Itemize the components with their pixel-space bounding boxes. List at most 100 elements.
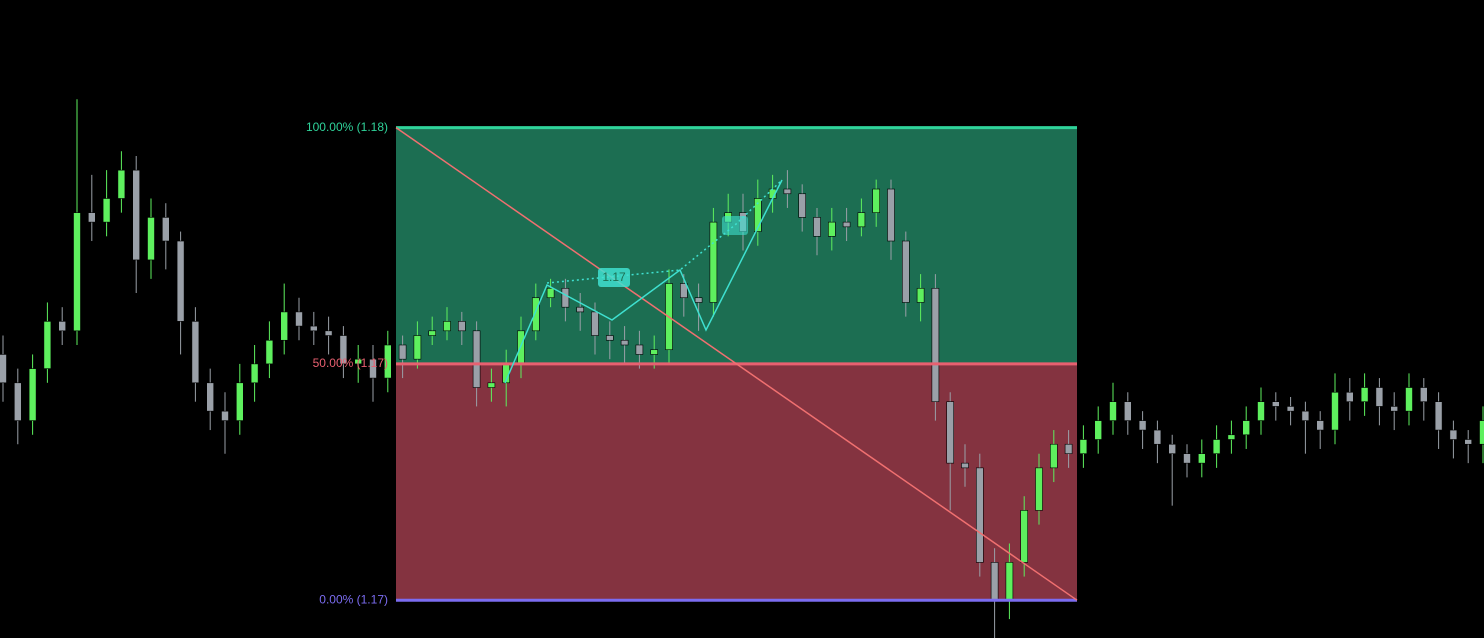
candle-body [339,335,348,365]
fib-zone-upper [396,127,1077,364]
candle-body [443,321,451,332]
candle-body [1094,420,1102,440]
candle-body [1405,387,1413,412]
candle-body [709,221,718,303]
candle-body [206,382,214,412]
fib-trend-line [395,126,1078,601]
candle-body [1242,420,1250,436]
candle-body [1257,401,1265,421]
candle-body [1420,387,1428,403]
candle-body [413,335,422,360]
candle-body [990,562,999,601]
fib-level-label: 50.00% (1.17) [313,356,388,370]
candle-body [309,325,318,332]
candle-body [1020,510,1029,563]
candle-body [531,297,540,332]
candle-body [1449,429,1458,440]
candle-body [383,344,392,379]
candle-body [132,169,140,261]
candle-body [324,330,333,336]
candle-body [887,188,895,242]
candle-body [620,339,629,346]
candle-body [1360,387,1369,403]
candle-body [457,321,466,332]
candle-body [221,410,229,421]
candle-body [827,221,836,237]
candle-body [250,363,259,384]
candle-body [487,382,496,388]
candle-body [0,354,7,384]
candle-body [561,287,570,308]
candle-body [1479,420,1484,445]
candle-body [14,382,22,421]
candle-body [58,321,67,332]
candle-body [842,221,851,228]
candle-body [813,217,821,237]
candle-body [1331,391,1339,431]
candle-body [605,335,614,341]
candle-body [1375,387,1384,407]
candle-body [43,321,52,369]
candle-body [961,462,969,469]
pattern-badge-label: 1.17 [602,270,626,284]
pattern-badge [598,268,630,287]
candle-body [236,382,244,421]
candle-body [73,212,81,332]
candle-body [1390,406,1398,412]
candle-body [191,321,200,384]
candle-body [176,240,185,322]
candle-body [117,169,126,199]
candle-body [1198,453,1206,464]
candle-body [1434,401,1443,431]
candle-body [591,311,599,336]
candle-body [650,349,659,355]
candle-body [694,297,703,303]
candle-body [398,344,407,360]
candle-body [916,287,925,303]
candle-body [1272,401,1280,407]
candle-body [1079,439,1088,454]
candle-body [931,287,940,403]
candle-body [102,198,111,223]
candle-body [946,401,955,464]
fib-level-label: 0.00% (1.17) [319,592,388,606]
candle-body [88,212,96,223]
candle-body [1301,410,1310,421]
candle-body [635,344,644,355]
candle-body [428,330,437,336]
candle-body [1064,443,1073,454]
candle-body [546,287,555,299]
candle-body [369,358,377,379]
candle-body [1227,434,1236,440]
candle-body [280,311,289,341]
candle-body [28,368,37,421]
fib-zone-lower [396,363,1077,601]
candle-body [798,193,807,218]
candle-body [975,467,984,563]
candle-body [753,198,762,232]
candle-body [576,306,585,313]
candle-body [1153,429,1162,445]
fib-level-label: 100.00% (1.18) [306,120,388,134]
candle-body [1212,439,1221,454]
candle-body [1183,453,1191,464]
candle-body [901,240,910,303]
pattern-badge-small [722,216,748,235]
candle-body [872,188,881,213]
candle-body [1050,443,1058,469]
candle-body [162,217,170,242]
candle-body [1316,420,1324,431]
candle-body [147,217,155,261]
candle-body [265,339,274,365]
candle-body [1005,562,1014,601]
candle-body [783,188,792,195]
candle-body [1035,467,1043,511]
pattern-line [504,179,783,384]
candle-body [679,283,688,299]
candle-body [1168,443,1176,454]
candle-body [1286,406,1295,412]
candle-body [1346,391,1354,403]
candle-body [1464,439,1472,445]
